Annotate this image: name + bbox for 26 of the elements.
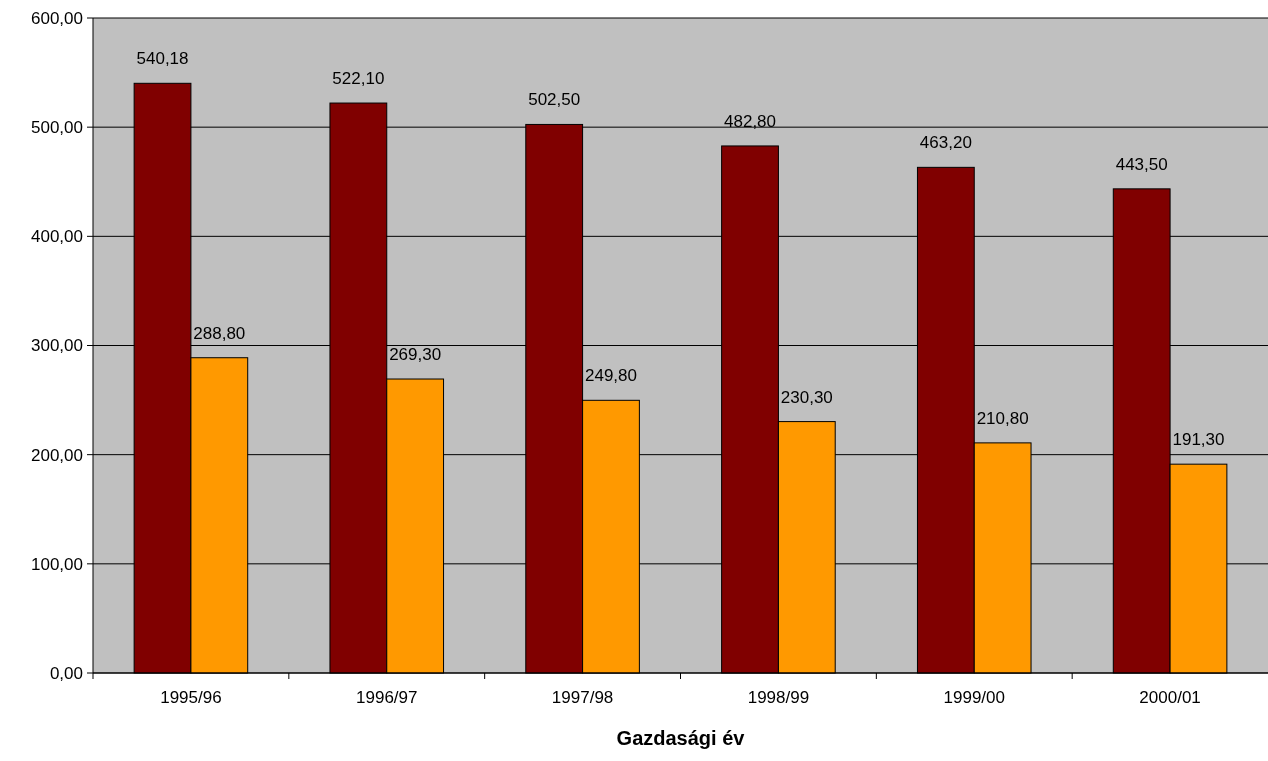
y-tick-label: 100,00 bbox=[31, 554, 83, 574]
x-tick-label: 1995/96 bbox=[160, 688, 222, 707]
data-label: 269,30 bbox=[389, 345, 442, 365]
x-tick-label: 1999/00 bbox=[943, 688, 1005, 707]
data-label: 230,30 bbox=[780, 387, 833, 407]
data-label: 482,80 bbox=[724, 111, 777, 131]
data-label: 540,18 bbox=[136, 49, 189, 69]
y-tick-label: 200,00 bbox=[31, 445, 83, 465]
data-label: 463,20 bbox=[919, 133, 972, 153]
x-tick-label: 2000/01 bbox=[1139, 688, 1201, 707]
data-label: 502,50 bbox=[528, 90, 581, 110]
data-label: 288,80 bbox=[193, 323, 246, 343]
data-label: 443,50 bbox=[1115, 154, 1168, 174]
y-tick-label: 600,00 bbox=[31, 8, 83, 28]
data-label: 249,80 bbox=[584, 366, 637, 386]
data-label: 522,10 bbox=[332, 69, 385, 89]
x-axis-title: Gazdasági év bbox=[616, 727, 746, 749]
data-label: 210,80 bbox=[976, 408, 1029, 428]
x-tick-label: 1996/97 bbox=[356, 688, 418, 707]
y-tick-label: 0,00 bbox=[49, 663, 83, 683]
x-tick-label: 1998/99 bbox=[747, 688, 810, 707]
x-tick-label: 1997/98 bbox=[551, 688, 614, 707]
data-label: 191,30 bbox=[1172, 430, 1225, 450]
y-tick-label: 300,00 bbox=[31, 336, 83, 356]
y-tick-label: 400,00 bbox=[31, 227, 83, 247]
y-tick-label: 500,00 bbox=[31, 118, 83, 138]
